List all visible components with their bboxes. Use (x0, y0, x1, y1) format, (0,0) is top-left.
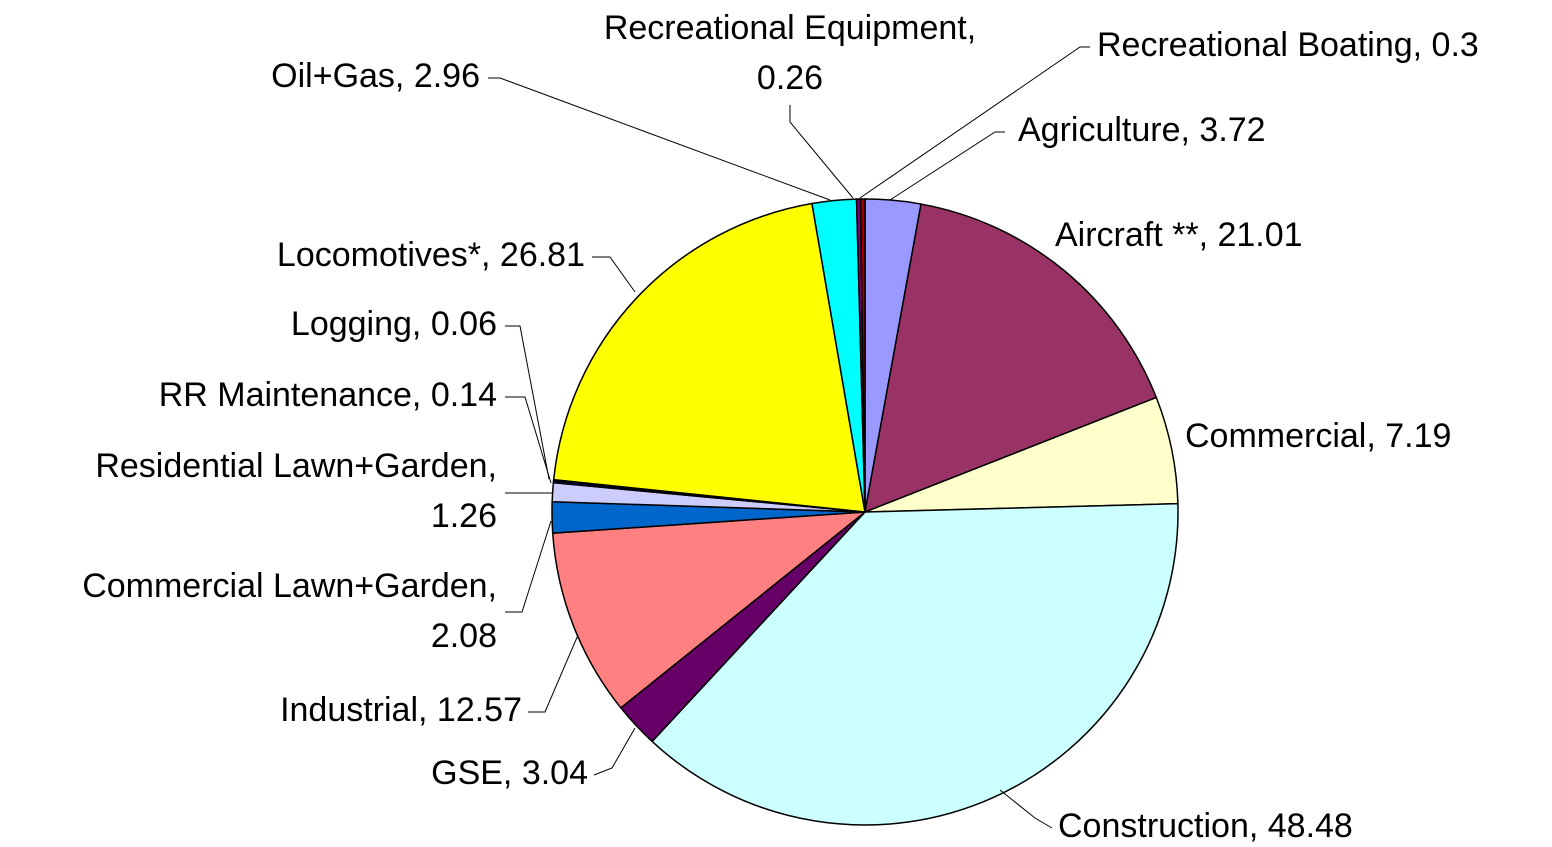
data-label: Recreational Equipment, 0.26 (604, 9, 976, 97)
data-label: RR Maintenance, 0.14 (159, 376, 497, 414)
pie-slice (552, 202, 866, 513)
leader-line (889, 131, 1005, 201)
data-label: Commercial Lawn+Garden, 2.08 (82, 567, 497, 655)
data-label: Construction, 48.48 (1058, 807, 1353, 845)
leader-line (505, 396, 552, 484)
pie-slice (859, 198, 866, 513)
data-label: Oil+Gas, 2.96 (271, 57, 480, 95)
leader-line (505, 325, 550, 480)
data-label: Locomotives*, 26.81 (277, 236, 585, 274)
data-label: Agriculture, 3.72 (1018, 111, 1266, 149)
data-label: Industrial, 12.57 (280, 691, 522, 729)
leader-line (593, 727, 636, 776)
leader-line (999, 789, 1053, 829)
data-label: Aircraft **, 21.01 (1055, 216, 1303, 254)
data-label: Residential Lawn+Garden, 1.26 (95, 447, 497, 535)
leader-line (488, 77, 831, 201)
pie-slice (551, 511, 868, 709)
leader-line (528, 634, 579, 713)
pie-slice (864, 203, 1158, 514)
data-label: Commercial, 7.19 (1185, 417, 1451, 455)
leader-line (859, 46, 1090, 199)
leader-line (505, 520, 552, 613)
data-label: Recreational Boating, 0.3 (1097, 26, 1479, 64)
data-label: Logging, 0.06 (291, 305, 497, 343)
data-label: GSE, 3.04 (431, 754, 588, 792)
pie-slice (651, 502, 1179, 826)
leader-line (789, 105, 854, 199)
leader-line (592, 256, 636, 293)
